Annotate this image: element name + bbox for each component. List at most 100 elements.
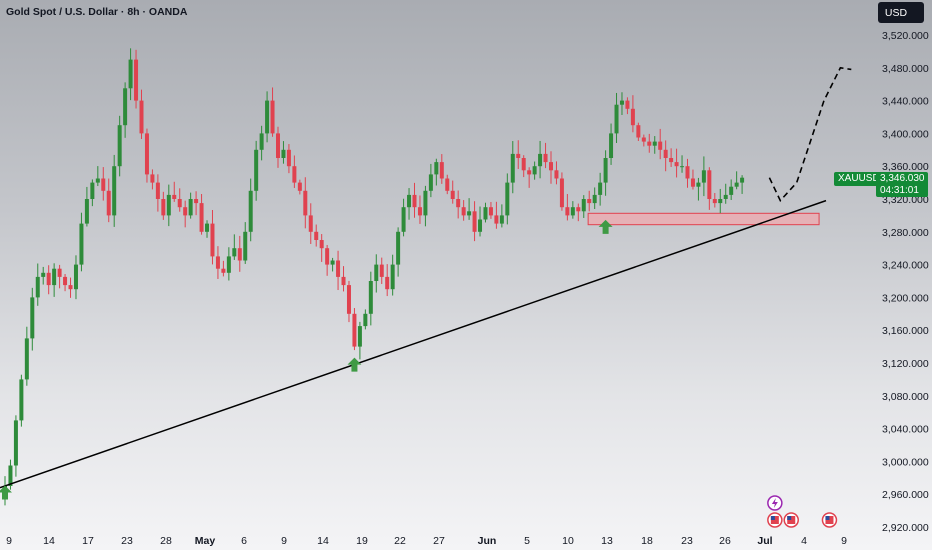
candle-body [194, 199, 199, 204]
last-price: 3,346.030 [880, 172, 925, 184]
candle-body [740, 177, 745, 183]
candle-body [461, 207, 466, 216]
time-axis-label: 26 [719, 535, 731, 547]
price-axis-label: 3,280.000 [882, 227, 929, 239]
candle-body [52, 268, 57, 286]
currency-button[interactable]: USD [878, 2, 924, 23]
candle-body [276, 133, 280, 158]
time-axis-label: 9 [841, 535, 847, 547]
price-axis-label: 2,920.000 [882, 522, 929, 534]
time-axis-label: 27 [433, 535, 445, 547]
candle-body [554, 170, 559, 179]
time-axis-label: 28 [160, 535, 172, 547]
price-axis-label: 3,080.000 [882, 391, 929, 403]
candle-body [407, 194, 412, 208]
candle-body [226, 256, 231, 273]
candle-body [450, 190, 455, 199]
candle-body [84, 199, 89, 224]
candle-body [576, 207, 581, 212]
time-axis-label: 4 [801, 535, 807, 547]
candle-body [494, 215, 499, 224]
candle-body [199, 203, 204, 232]
candle-body [221, 268, 226, 273]
candle-body [172, 194, 177, 199]
candle-body [707, 170, 712, 199]
candle-body [483, 207, 488, 220]
candle-body [696, 182, 701, 187]
candle-body [510, 153, 515, 183]
candle-body [30, 297, 35, 339]
candle-body [46, 272, 51, 286]
candle-body [243, 231, 248, 261]
time-axis-label: 17 [82, 535, 94, 547]
flag-canton [825, 516, 830, 520]
candle-body [205, 223, 210, 232]
symbol-tag: XAUUSD [834, 172, 884, 186]
candle-body [445, 178, 450, 191]
candle-body [139, 100, 144, 134]
candle-body [505, 182, 510, 216]
price-axis-label: 3,240.000 [882, 260, 929, 272]
candle-body [456, 199, 461, 208]
last-price-tag: 3,346.030 04:31:01 [876, 172, 928, 197]
price-axis-label: 3,120.000 [882, 358, 929, 370]
flag-canton [770, 516, 775, 520]
candle-body [603, 158, 608, 183]
bar-countdown: 04:31:01 [880, 184, 919, 196]
price-axis-label: 3,200.000 [882, 292, 929, 304]
flag-canton [787, 516, 792, 520]
candle-body [150, 174, 155, 183]
time-axis-label: 22 [394, 535, 406, 547]
candle-body [619, 100, 624, 105]
candle-body [161, 199, 166, 216]
candle-body [57, 268, 62, 277]
candle-body [521, 158, 526, 171]
candle-body [663, 149, 668, 158]
candle-body [570, 207, 575, 216]
candle-body [423, 190, 428, 216]
candle-body [625, 100, 630, 109]
candle-body [35, 276, 40, 298]
candle-body [587, 199, 592, 204]
candle-body [308, 215, 313, 232]
candle-body [336, 260, 341, 277]
time-axis-label: 14 [43, 535, 55, 547]
candle-body [183, 207, 188, 216]
candle-body [674, 162, 679, 167]
time-axis-label: May [195, 535, 216, 547]
candle-body [718, 199, 723, 204]
support-arrow [347, 357, 362, 372]
candle-body [559, 178, 564, 208]
bolt-glyph [771, 498, 778, 508]
candle-body [215, 256, 220, 269]
time-axis-label: 18 [641, 535, 653, 547]
candle-body [669, 158, 674, 163]
time-axis-label: 9 [6, 535, 12, 547]
time-axis-label: 5 [524, 535, 530, 547]
time-axis-label: 10 [562, 535, 574, 547]
candle-body [636, 125, 641, 138]
time-axis-label: 9 [281, 535, 287, 547]
candle-body [8, 465, 13, 486]
candle-body [396, 231, 401, 265]
candle-body [712, 199, 717, 204]
price-axis-label: 3,400.000 [882, 128, 929, 140]
candle-body [516, 153, 521, 158]
candle-body [63, 276, 68, 286]
time-axis-label: 14 [317, 535, 329, 547]
candle-body [701, 170, 706, 183]
candle-body [363, 313, 368, 327]
candle-body [41, 272, 46, 277]
candle-body [357, 326, 362, 347]
candle-body [734, 182, 739, 187]
candle-body [281, 149, 286, 158]
candle-body [379, 264, 384, 277]
candle-body [286, 149, 291, 167]
candle-body [630, 108, 635, 126]
candle-body [488, 207, 493, 216]
candle-body [499, 215, 504, 224]
candle-body [117, 125, 122, 167]
price-axis-label: 3,360.000 [882, 161, 929, 173]
price-axis-label: 3,040.000 [882, 424, 929, 436]
